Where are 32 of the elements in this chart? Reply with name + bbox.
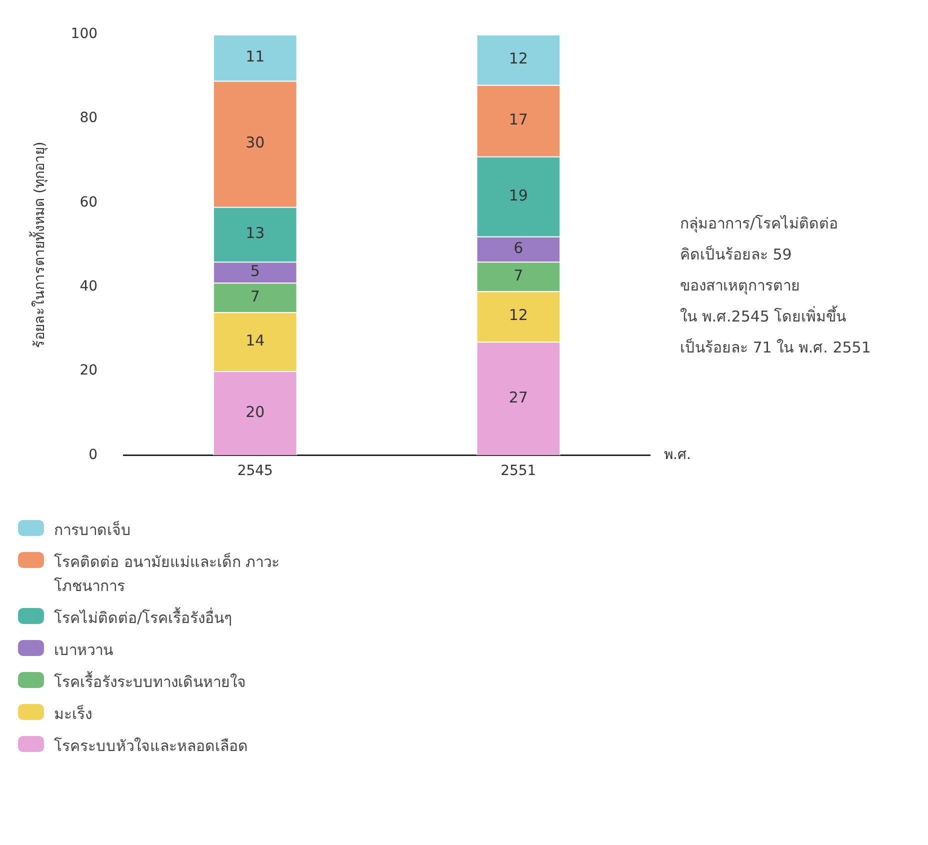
data-label: 17: [508, 110, 528, 129]
data-label: 7: [514, 266, 524, 284]
data-label: 30: [246, 134, 265, 152]
legend-label: โรคไม่ติดต่อ/โรคเรื้อรังอื่นๆ: [54, 606, 232, 629]
y-axis-title: ร้อยละในการตายทั้งหมด (ทุกอายุ): [29, 142, 48, 348]
data-label: 14: [246, 331, 265, 350]
legend-label: โรคติดต่อ อนามัยแม่และเด็ก ภาวะโภชนาการ: [54, 552, 281, 597]
y-tick-label: 100: [70, 26, 98, 42]
x-tick-label: 2551: [500, 463, 536, 480]
data-label: 12: [508, 50, 528, 68]
x-axis-title: พ.ศ.: [664, 446, 691, 463]
legend-label: โรคเรื้อรังระบบทางเดินหายใจ: [54, 670, 246, 693]
data-label: 19: [508, 186, 528, 204]
data-label: 13: [246, 224, 265, 242]
y-tick-label: 0: [88, 446, 98, 463]
y-tick-label: 60: [80, 194, 98, 210]
legend-label: โรคระบบหัวใจและหลอดเลือด: [54, 736, 248, 757]
x-tick-label: 2545: [237, 463, 273, 480]
data-label: 7: [250, 287, 260, 306]
y-tick-label: 40: [80, 278, 98, 295]
data-label: 12: [508, 306, 528, 324]
y-tick-label: 20: [80, 362, 98, 379]
text: กลุ่มอาการ/โรคไม่ติดต่อ คิดเป็นร้อยละ 59 ของสาเหตุการตาย ใน พ.ศ.2545 โดยเพิ่มขึ้น เป็นร้อยละ 71 ใน พ.ศ. 2551: [680, 214, 871, 356]
data-label: 20: [246, 403, 265, 422]
legend-label: มะเร็ง: [54, 704, 92, 725]
data-label: 5: [250, 262, 260, 280]
legend-label: การบาดเจ็บ: [54, 520, 131, 541]
y-tick-label: 80: [80, 110, 98, 126]
legend-label: เบาหวาน: [54, 640, 113, 661]
data-label: 6: [514, 238, 524, 257]
data-label: 27: [508, 388, 528, 406]
data-label: 11: [246, 47, 265, 66]
